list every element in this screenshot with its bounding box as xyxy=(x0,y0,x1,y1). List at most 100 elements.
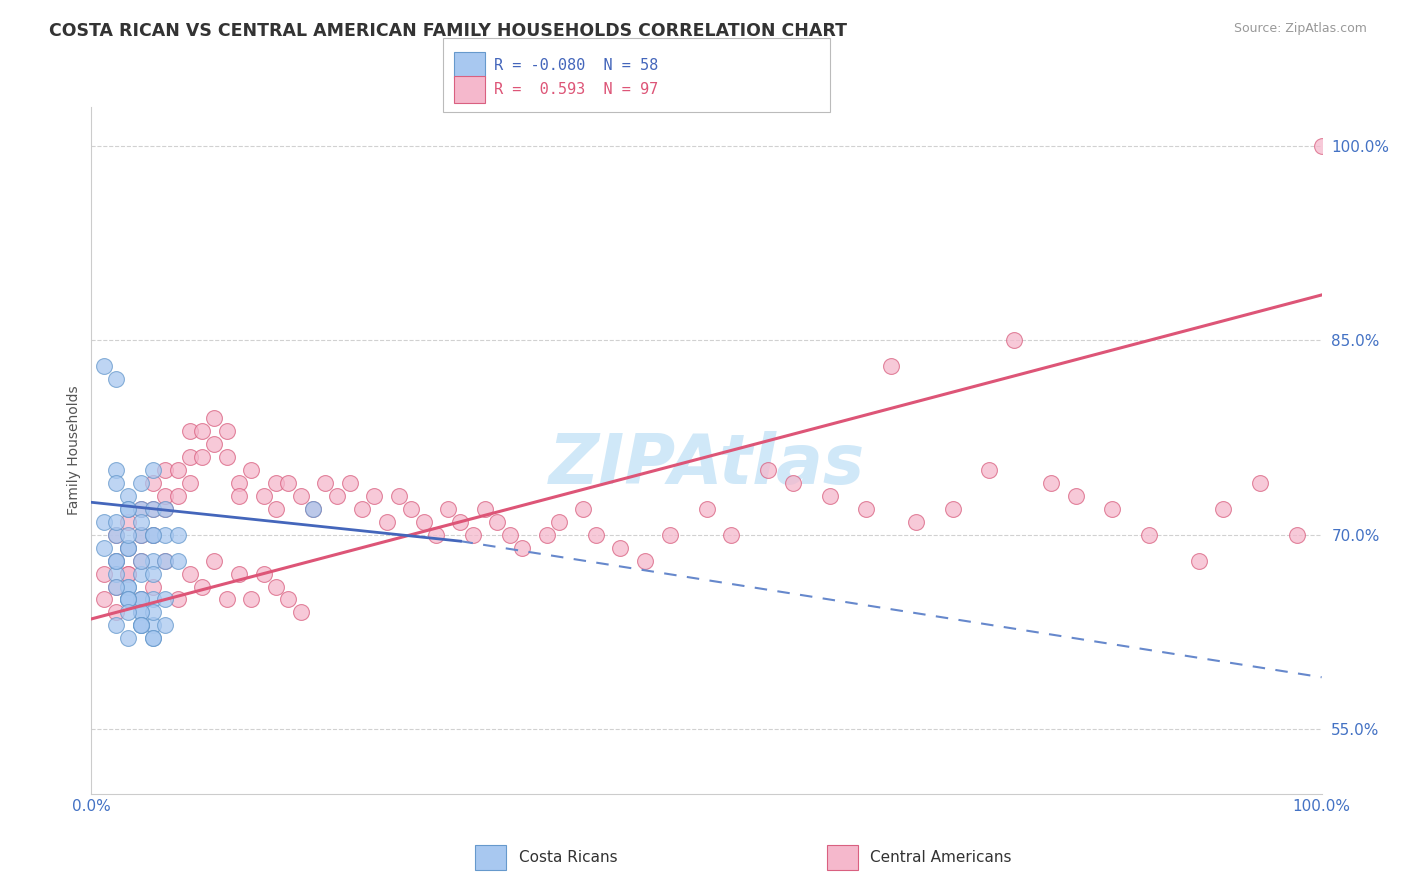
Point xyxy=(941,501,963,516)
Point xyxy=(117,489,139,503)
Point xyxy=(609,541,631,555)
Point xyxy=(264,475,287,490)
Point xyxy=(339,475,361,490)
Point xyxy=(449,515,471,529)
Point xyxy=(228,475,250,490)
Point xyxy=(388,489,411,503)
Point xyxy=(215,424,238,438)
Point xyxy=(129,553,152,567)
Point xyxy=(461,527,484,541)
Point xyxy=(202,411,225,425)
Point xyxy=(1002,334,1025,348)
Point xyxy=(536,527,558,541)
Point xyxy=(129,475,152,490)
Point xyxy=(153,553,177,567)
Point xyxy=(153,527,177,541)
Point xyxy=(301,501,323,516)
Point xyxy=(117,580,139,594)
Point xyxy=(105,618,127,632)
Point xyxy=(129,618,152,632)
Point xyxy=(105,463,127,477)
Point xyxy=(756,463,779,477)
Point xyxy=(399,501,422,516)
Point xyxy=(215,592,238,607)
Point xyxy=(117,501,139,516)
Point xyxy=(93,592,115,607)
Point xyxy=(290,489,312,503)
Point xyxy=(117,632,139,646)
Point xyxy=(572,501,595,516)
Point xyxy=(117,566,139,581)
Point xyxy=(117,541,139,555)
Point xyxy=(264,501,287,516)
Point xyxy=(486,515,509,529)
Point xyxy=(142,501,165,516)
Point xyxy=(153,501,177,516)
Point xyxy=(510,541,533,555)
Point xyxy=(117,541,139,555)
Point xyxy=(1310,139,1333,153)
Point xyxy=(228,489,250,503)
Point xyxy=(855,501,877,516)
Point xyxy=(818,489,841,503)
Point xyxy=(498,527,520,541)
Point xyxy=(179,566,201,581)
Point xyxy=(105,580,127,594)
Point xyxy=(129,618,152,632)
Point xyxy=(105,527,127,541)
Point xyxy=(253,489,276,503)
Point xyxy=(166,527,188,541)
Point xyxy=(129,501,152,516)
Point xyxy=(105,553,127,567)
Point xyxy=(105,606,127,620)
Point xyxy=(253,566,276,581)
Point xyxy=(179,450,201,464)
Point xyxy=(129,515,152,529)
Point xyxy=(179,424,201,438)
Text: Costa Ricans: Costa Ricans xyxy=(519,850,617,865)
Point xyxy=(142,566,165,581)
Point xyxy=(352,501,374,516)
Point xyxy=(1101,501,1123,516)
Point xyxy=(290,606,312,620)
Point xyxy=(375,515,398,529)
Point xyxy=(1249,475,1271,490)
Point xyxy=(117,592,139,607)
Point xyxy=(129,592,152,607)
Point xyxy=(93,566,115,581)
Point xyxy=(117,606,139,620)
Point xyxy=(363,489,385,503)
Point xyxy=(412,515,434,529)
Point xyxy=(105,580,127,594)
Point xyxy=(1139,527,1161,541)
Point xyxy=(117,515,139,529)
Point xyxy=(117,541,139,555)
Text: Source: ZipAtlas.com: Source: ZipAtlas.com xyxy=(1233,22,1367,36)
Point xyxy=(105,527,127,541)
Point xyxy=(117,580,139,594)
Point xyxy=(105,566,127,581)
Point xyxy=(191,450,214,464)
Text: COSTA RICAN VS CENTRAL AMERICAN FAMILY HOUSEHOLDS CORRELATION CHART: COSTA RICAN VS CENTRAL AMERICAN FAMILY H… xyxy=(49,22,848,40)
Point xyxy=(240,463,263,477)
Point xyxy=(105,515,127,529)
Point xyxy=(314,475,336,490)
Point xyxy=(277,592,299,607)
Point xyxy=(277,475,299,490)
Point xyxy=(153,489,177,503)
Text: R = -0.080  N = 58: R = -0.080 N = 58 xyxy=(494,58,658,72)
Point xyxy=(93,359,115,374)
Point xyxy=(117,592,139,607)
Point xyxy=(129,618,152,632)
Point xyxy=(153,592,177,607)
Point xyxy=(166,553,188,567)
Point xyxy=(301,501,323,516)
Point xyxy=(129,553,152,567)
Point xyxy=(117,501,139,516)
Point xyxy=(142,527,165,541)
Point xyxy=(129,592,152,607)
Text: ZIPAtlas: ZIPAtlas xyxy=(548,431,865,498)
Point xyxy=(1187,553,1209,567)
Point xyxy=(1039,475,1063,490)
Point xyxy=(129,501,152,516)
